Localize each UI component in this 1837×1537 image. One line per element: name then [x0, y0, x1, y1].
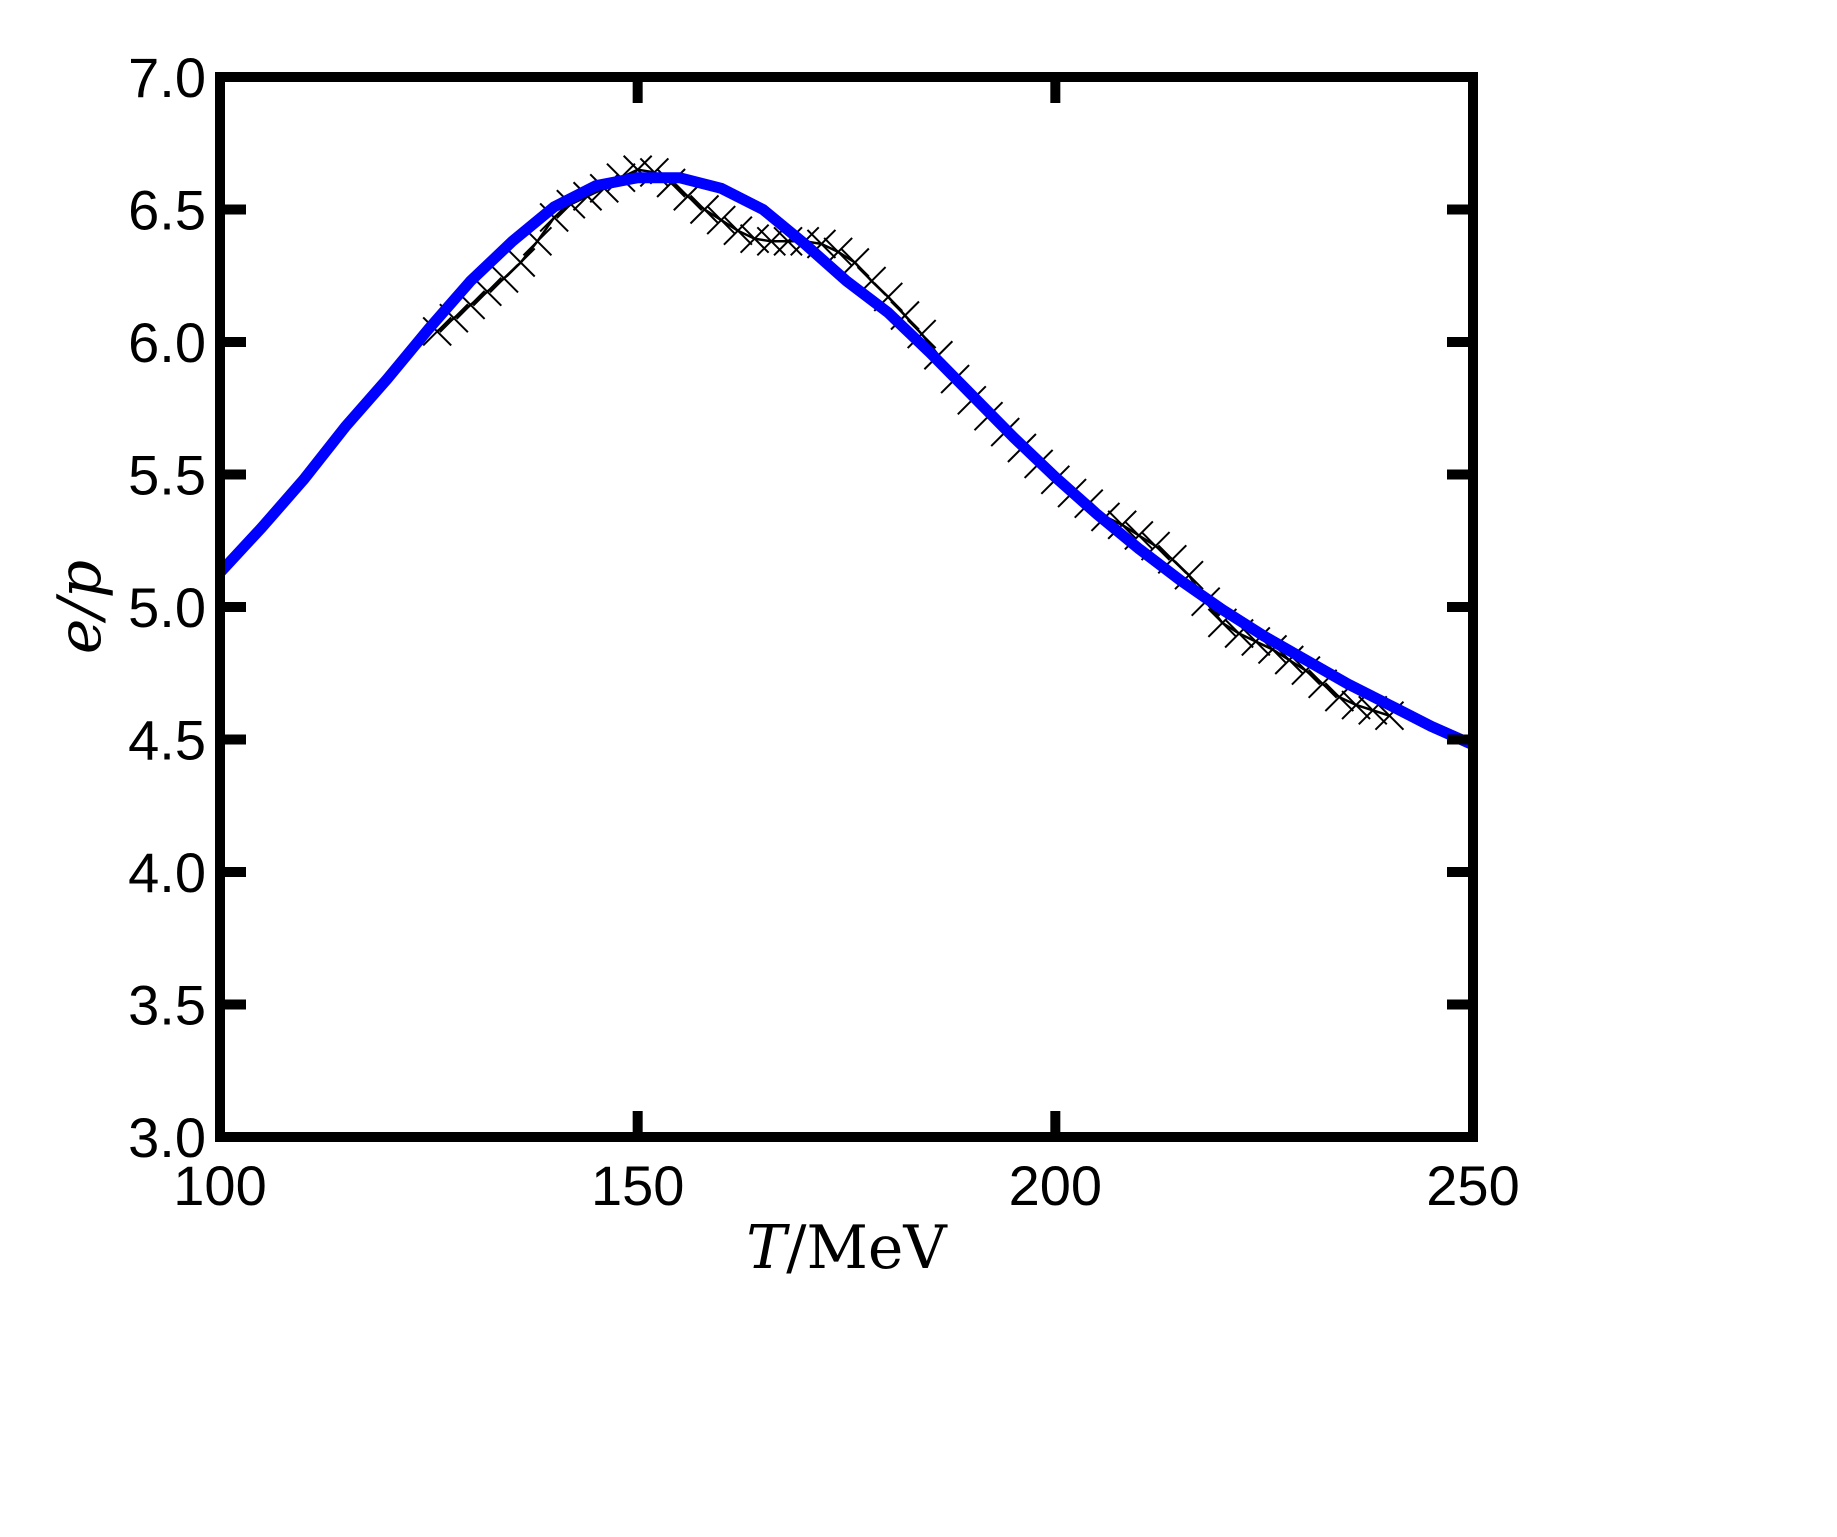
y-tick-label: 5.0 — [128, 576, 206, 639]
data-point-marker — [840, 247, 870, 278]
y-tick-label: 4.0 — [128, 841, 206, 904]
data-point-marker — [689, 194, 720, 225]
data-point-marker — [906, 319, 937, 349]
y-tick-label: 4.5 — [128, 709, 206, 772]
y-tick-label: 6.0 — [128, 311, 206, 374]
x-tick-label: 200 — [1009, 1154, 1102, 1217]
x-tick-label: 250 — [1426, 1154, 1519, 1217]
data-point-marker — [472, 276, 503, 307]
x-tick-label: 100 — [173, 1154, 266, 1217]
data-point-marker — [756, 226, 787, 257]
x-axis-label-unit: /MeV — [786, 1213, 948, 1283]
y-tick-label: 3.5 — [128, 974, 206, 1037]
y-tick-label: 6.5 — [128, 179, 206, 242]
tick-labels: 100 150 200 250 3.0 3.5 4.0 4.5 5.0 5.5 6.0 6.5 7.0 — [128, 46, 1520, 1217]
y-tick-label: 3.0 — [128, 1106, 206, 1169]
plot-frame — [215, 72, 1478, 1142]
data-point-marker — [506, 247, 536, 278]
x-axis-label: T/MeV — [746, 1213, 948, 1283]
series-line-blue — [220, 172, 1473, 750]
series-markers-line — [436, 168, 1390, 717]
y-axis-label: e/p — [45, 560, 115, 654]
y-tick-label: 5.5 — [128, 444, 206, 507]
series-layer — [220, 155, 1473, 750]
x-tick-label: 150 — [591, 1154, 684, 1217]
series-markers-x — [422, 155, 1405, 731]
data-point-marker — [706, 205, 736, 235]
ticks-layer — [215, 72, 1478, 1142]
x-axis-label-var: T — [746, 1213, 790, 1283]
y-tick-label: 7.0 — [128, 46, 206, 109]
data-point-marker — [723, 215, 753, 246]
